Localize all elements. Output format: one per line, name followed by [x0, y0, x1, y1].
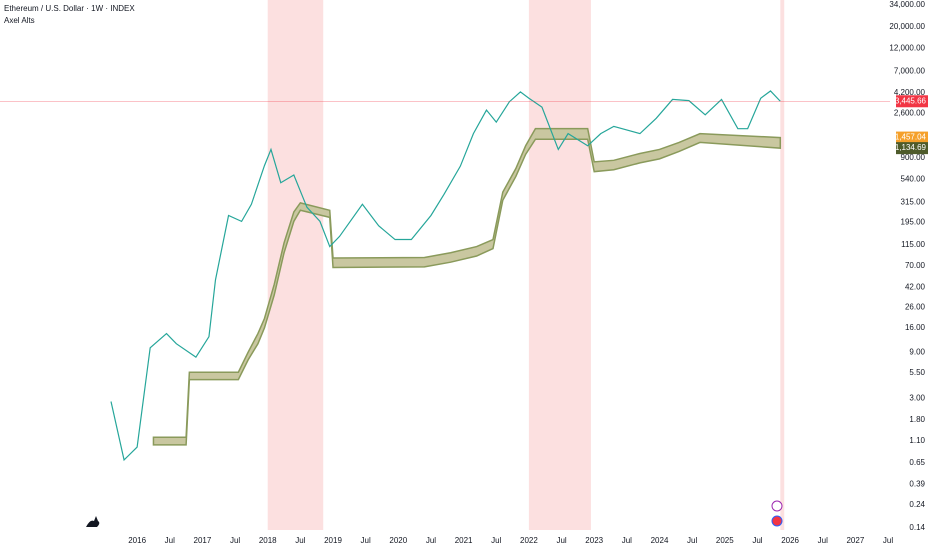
x-tick-label: 2022	[520, 536, 538, 545]
y-tick-label: 1.80	[909, 415, 925, 424]
y-tick-label: 12,000.00	[889, 44, 925, 53]
event-icon[interactable]	[771, 515, 783, 527]
y-tick-label: 3.00	[909, 394, 925, 403]
y-tick-label: 315.00	[901, 197, 926, 206]
logo	[86, 516, 100, 527]
plot	[0, 0, 890, 530]
last-value-label: 1,457.04	[895, 133, 927, 142]
x-tick-label: 2016	[128, 536, 146, 545]
y-tick-label: 26.00	[905, 303, 926, 312]
x-tick-label: Jul	[556, 536, 566, 545]
y-tick-label: 34,000.00	[889, 0, 925, 9]
chart-subtitle: Axel Alts	[4, 16, 35, 25]
x-tick-label: Jul	[426, 536, 436, 545]
x-tick-label: 2027	[846, 536, 864, 545]
x-tick-label: Jul	[295, 536, 305, 545]
x-tick-label: 2018	[259, 536, 277, 545]
x-tick-label: Jul	[491, 536, 501, 545]
y-tick-label: 195.00	[901, 218, 926, 227]
chart-title: Ethereum / U.S. Dollar · 1W · INDEX	[4, 4, 135, 13]
last-value-box	[896, 131, 928, 144]
shaded-range	[267, 0, 324, 530]
x-tick-label: 2021	[455, 536, 473, 545]
x-tick-label: 2025	[716, 536, 734, 545]
x-tick-label: 2019	[324, 536, 342, 545]
y-tick-label: 0.39	[909, 480, 925, 489]
x-tick-label: Jul	[687, 536, 697, 545]
x-tick-label: 2020	[389, 536, 407, 545]
y-tick-label: 0.65	[909, 458, 925, 467]
x-tick-label: 2017	[194, 536, 212, 545]
y-tick-label: 16.00	[905, 323, 926, 332]
x-tick-label: Jul	[883, 536, 893, 545]
y-tick-label: 4,200.00	[894, 88, 926, 97]
y-tick-label: 9.00	[909, 347, 925, 356]
y-tick-label: 7,000.00	[894, 66, 926, 75]
y-tick-label: 540.00	[901, 175, 926, 184]
y-tick-label: 5.50	[909, 368, 925, 377]
last-value-box	[896, 95, 928, 108]
band-area	[152, 127, 782, 446]
x-tick-label: Jul	[361, 536, 371, 545]
y-tick-label: 900.00	[901, 153, 926, 162]
y-tick-label: 20,000.00	[889, 22, 925, 31]
last-value-label: 3,445.66	[895, 96, 927, 105]
last-value-label: 1,134.69	[895, 143, 927, 152]
y-tick-label: 42.00	[905, 282, 926, 291]
y-tick-label: 70.00	[905, 261, 926, 270]
x-tick-label: Jul	[165, 536, 175, 545]
x-tick-label: 2024	[651, 536, 669, 545]
y-tick-label: 0.14	[909, 523, 925, 532]
shaded-range	[780, 0, 785, 530]
x-tick-label: Jul	[622, 536, 632, 545]
event-icon[interactable]	[771, 500, 783, 512]
x-tick-label: Jul	[752, 536, 762, 545]
x-tick-label: Jul	[818, 536, 828, 545]
price-line	[110, 90, 781, 462]
y-tick-label: 2,600.00	[894, 108, 926, 117]
y-tick-label: 1.10	[909, 436, 925, 445]
y-tick-label: 115.00	[901, 240, 925, 249]
x-tick-label: Jul	[230, 536, 240, 545]
x-tick-label: 2023	[585, 536, 603, 545]
y-tick-label: 0.24	[909, 500, 925, 509]
shaded-range	[528, 0, 591, 530]
last-value-box	[896, 142, 928, 155]
x-tick-label: 2026	[781, 536, 799, 545]
